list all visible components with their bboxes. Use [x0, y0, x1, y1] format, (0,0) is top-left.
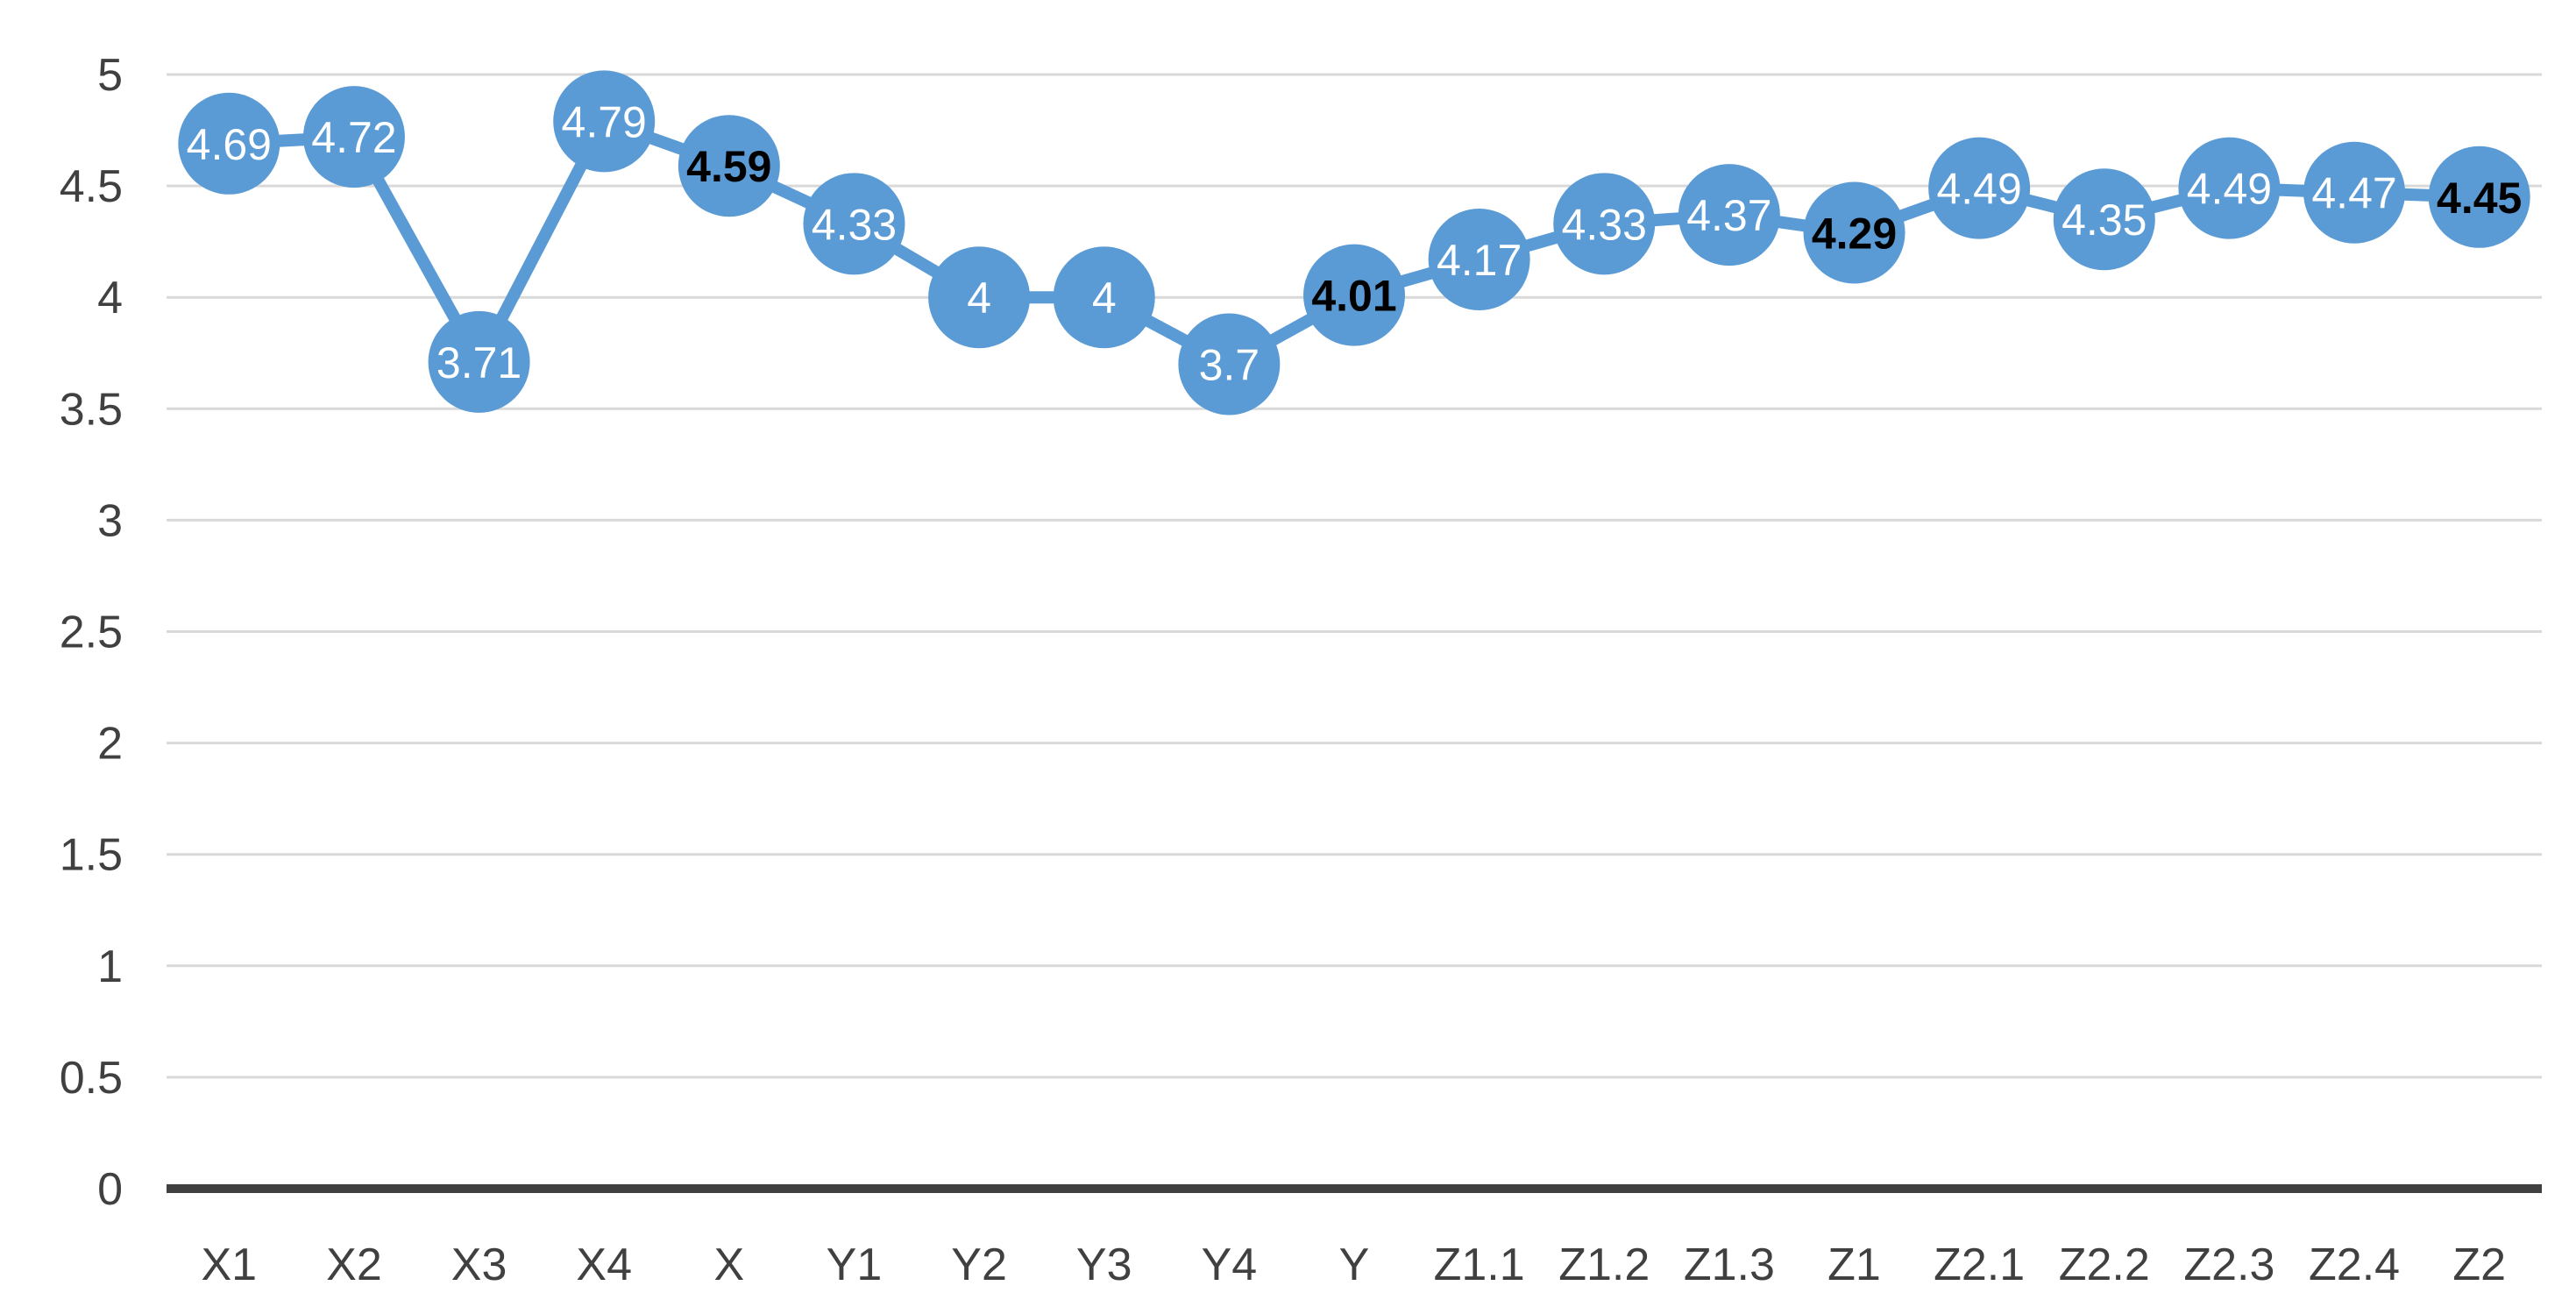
y-tick-label: 0.5 [60, 1053, 123, 1104]
x-tick-label: Y2 [951, 1239, 1007, 1290]
data-point [1428, 208, 1530, 310]
data-point [2178, 137, 2281, 239]
data-point [2053, 168, 2155, 271]
y-tick-label: 4 [97, 273, 123, 323]
data-label: 4.69 [187, 120, 272, 169]
data-label: 4.49 [1936, 165, 2021, 214]
data-label: 4.33 [812, 200, 897, 249]
data-label: 4.35 [2062, 195, 2147, 245]
data-labels: 4.69 4.72 3.71 4.79 4.59 4.33 4 4 3.7 4.01 4.17 4.3… [187, 97, 2523, 389]
y-tick-label: 0 [97, 1164, 123, 1215]
data-label: 4.59 [686, 142, 771, 191]
x-tick-label: Z1 [1827, 1239, 1881, 1290]
data-label: 4.17 [1437, 236, 1522, 285]
data-point [928, 246, 1031, 349]
data-label: 4.01 [1311, 272, 1396, 321]
data-label: 3.71 [436, 338, 522, 387]
y-tick-label: 1 [97, 941, 123, 992]
y-tick-label: 3 [97, 495, 123, 546]
data-point [803, 173, 905, 275]
x-tick-label: Z2.2 [2059, 1239, 2150, 1290]
x-axis-ticks: X1 X2 X3 X4 X Y1 Y2 Y3 Y4 Y Z1.1 Z1.2 Z1.3 Z1 Z2.1 Z2.2… [202, 1239, 2507, 1290]
x-tick-label: Y [1339, 1239, 1370, 1290]
data-point [1678, 164, 1780, 266]
y-tick-label: 4.5 [60, 161, 123, 212]
y-axis-ticks: 0 0.5 1 1.5 2 2.5 3 3.5 4 4.5 5 [60, 50, 123, 1215]
x-tick-label: Z2 [2452, 1239, 2506, 1290]
x-tick-label: Y4 [1202, 1239, 1258, 1290]
x-tick-label: Z2.3 [2183, 1239, 2274, 1290]
data-point [1303, 244, 1405, 346]
y-tick-label: 3.5 [60, 384, 123, 435]
x-tick-label: X1 [202, 1239, 258, 1290]
x-tick-label: Z1.2 [1558, 1239, 1650, 1290]
data-point [678, 115, 780, 217]
data-point [1178, 313, 1281, 416]
x-tick-label: X2 [326, 1239, 382, 1290]
data-point [1803, 181, 1905, 284]
x-tick-label: Z1.1 [1434, 1239, 1525, 1290]
data-point [2303, 141, 2406, 244]
y-tick-label: 2.5 [60, 607, 123, 658]
data-point [178, 92, 280, 195]
data-label: 4.79 [562, 97, 647, 146]
data-label: 4 [967, 273, 991, 323]
x-tick-label: Z2.1 [1934, 1239, 2025, 1290]
data-label: 4.37 [1686, 191, 1771, 240]
data-label: 4.47 [2311, 169, 2396, 218]
y-tick-label: 2 [97, 719, 123, 770]
data-label: 4.49 [2187, 165, 2272, 214]
x-tick-label: X [713, 1239, 744, 1290]
data-label: 4.29 [1812, 209, 1897, 258]
x-tick-label: X4 [576, 1239, 632, 1290]
data-point [1053, 246, 1155, 349]
data-label: 4.72 [311, 113, 396, 162]
gridlines [167, 73, 2542, 1079]
data-point [1553, 173, 1656, 275]
x-tick-label: Z2.4 [2309, 1239, 2400, 1290]
x-tick-label: Y3 [1076, 1239, 1132, 1290]
y-tick-label: 1.5 [60, 830, 123, 881]
x-tick-label: Z1.3 [1684, 1239, 1775, 1290]
x-tick-label: X3 [451, 1239, 507, 1290]
y-tick-label: 5 [97, 50, 123, 101]
x-tick-label: Y1 [827, 1239, 883, 1290]
data-label: 3.7 [1199, 340, 1260, 389]
data-point [1928, 137, 2031, 239]
data-point [553, 70, 656, 173]
data-point [2428, 146, 2530, 248]
data-point [302, 86, 405, 188]
data-label: 4.45 [2437, 174, 2522, 223]
data-label: 4.33 [1562, 200, 1647, 249]
data-markers [178, 70, 2530, 416]
data-label: 4 [1092, 273, 1117, 323]
data-point [428, 310, 530, 413]
